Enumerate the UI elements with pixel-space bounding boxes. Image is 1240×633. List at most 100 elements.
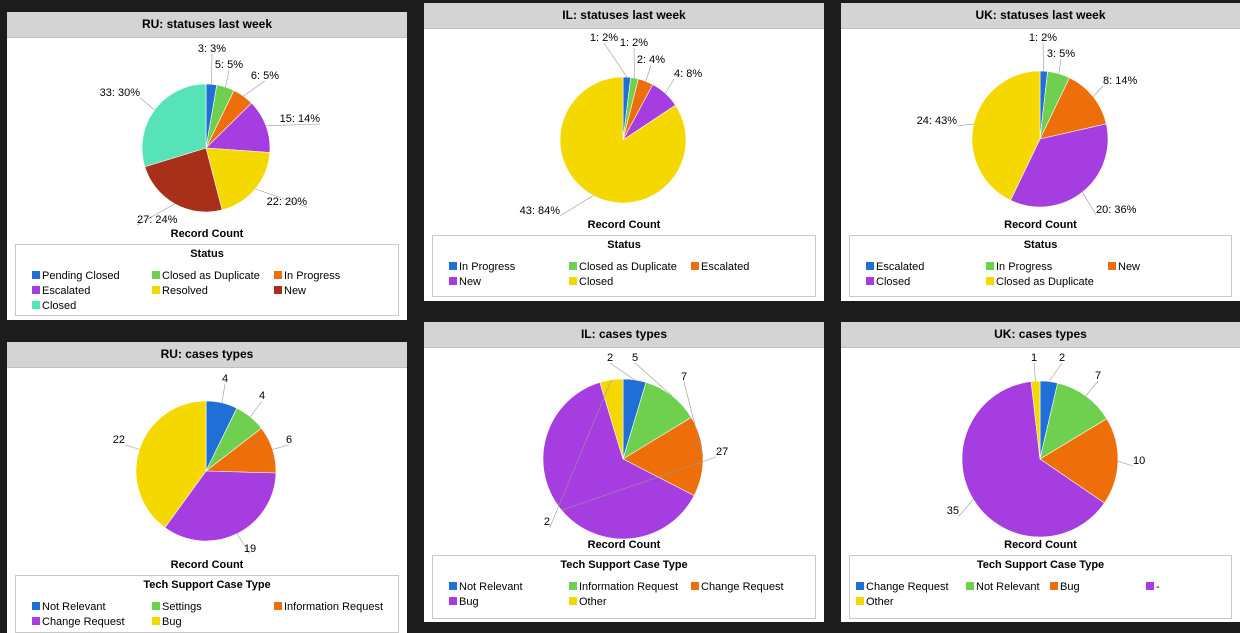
pie-slice-bug[interactable]	[1039, 418, 1119, 504]
legend-item-bug[interactable]: Bug	[152, 615, 182, 630]
legend-swatch	[856, 597, 864, 605]
legend-label: Change Request	[866, 581, 949, 593]
legend-item-dash[interactable]: -	[1146, 580, 1160, 595]
legend-item-in-progress[interactable]: In Progress	[274, 269, 340, 284]
legend-swatch	[274, 602, 282, 610]
legend-item-information-request[interactable]: Information Request	[569, 580, 678, 595]
legend-item-bug[interactable]: Bug	[449, 595, 479, 610]
pie-slice-closed[interactable]	[141, 83, 207, 168]
leader-line	[1117, 460, 1134, 467]
legend-item-in-progress[interactable]: In Progress	[986, 260, 1052, 275]
legend-label: Escalated	[701, 261, 750, 273]
leader-line	[265, 123, 321, 127]
legend-item-not-relevant[interactable]: Not Relevant	[449, 580, 523, 595]
leader-line	[1033, 362, 1036, 382]
legend-item-new[interactable]: New	[449, 275, 481, 290]
legend-item-pending-closed[interactable]: Pending Closed	[32, 269, 120, 284]
legend-swatch	[986, 262, 994, 270]
legend-swatch	[449, 262, 457, 270]
measure-label: Record Count	[587, 219, 661, 231]
legend-item-escalated[interactable]: Escalated	[691, 260, 749, 275]
legend-item-resolved[interactable]: Resolved	[152, 284, 208, 299]
slice-data-label: 2	[607, 352, 613, 364]
slice-data-label: 15: 14%	[280, 113, 321, 125]
pie-slice-new[interactable]	[144, 147, 223, 213]
legend-item-settings[interactable]: Settings	[152, 600, 202, 615]
legend-item-closed-as-duplicate[interactable]: Closed as Duplicate	[569, 260, 677, 275]
pie-slice-closed-as-duplicate[interactable]	[971, 70, 1041, 201]
legend-swatch	[569, 597, 577, 605]
pie-slice-closed[interactable]	[1010, 123, 1109, 208]
legend-label: -	[1156, 581, 1160, 593]
pie-slice-not-relevant[interactable]	[1039, 382, 1108, 460]
legend-item-other[interactable]: Other	[569, 595, 607, 610]
pie-slice-escalated[interactable]	[205, 102, 271, 153]
chart-panel-uk-types: UK: cases types 2 7 10 35 1 Record Count Tech S…	[841, 322, 1240, 622]
pie-slice-other[interactable]	[1030, 380, 1041, 460]
legend-label: Information Request	[579, 581, 679, 593]
pie-slice-bug[interactable]	[135, 400, 207, 529]
legend-item-information-request[interactable]: Information Request	[274, 600, 383, 615]
legend-swatch	[986, 277, 994, 285]
legend-item-change-request[interactable]: Change Request	[32, 615, 125, 630]
legend-item-other[interactable]: Other	[856, 595, 894, 610]
legend-item-change-request[interactable]: Change Request	[856, 580, 949, 595]
pie-slice-other[interactable]	[599, 378, 624, 460]
pie-slice-closed[interactable]	[559, 76, 687, 204]
chart-title: UK: statuses last week	[841, 3, 1240, 29]
leader-line	[221, 383, 226, 403]
legend-swatch	[691, 582, 699, 590]
legend-item-closed[interactable]: Closed	[569, 275, 613, 290]
legend-item-escalated[interactable]: Escalated	[32, 284, 90, 299]
legend-item-not-relevant[interactable]: Not Relevant	[966, 580, 1040, 595]
legend-item-not-relevant[interactable]: Not Relevant	[32, 600, 106, 615]
slice-data-label: 2	[544, 516, 550, 528]
legend-item-closed[interactable]: Closed	[32, 299, 76, 314]
legend-label: In Progress	[459, 261, 516, 273]
measure-label: Record Count	[170, 228, 244, 240]
legend-swatch	[152, 602, 160, 610]
legend-swatch	[152, 271, 160, 279]
slice-data-label: 19	[244, 543, 256, 555]
leader-line	[559, 195, 594, 217]
legend-item-change-request[interactable]: Change Request	[691, 580, 784, 595]
legend-item-new[interactable]: New	[274, 284, 306, 299]
leader-line	[645, 64, 652, 82]
legend-swatch	[866, 277, 874, 285]
legend-label: Other	[579, 596, 607, 608]
pie-slice-dash[interactable]	[961, 381, 1105, 538]
leader-line	[1058, 58, 1062, 74]
legend-swatch	[966, 582, 974, 590]
legend-item-closed-as-duplicate[interactable]: Closed as Duplicate	[152, 269, 260, 284]
legend: Status Escalated In Progress New Closed Close…	[849, 235, 1232, 297]
leader-line	[1085, 380, 1099, 397]
slice-data-label: 8: 14%	[1103, 75, 1137, 87]
legend-swatch	[1108, 262, 1116, 270]
legend-swatch	[152, 617, 160, 625]
pie-slice-new[interactable]	[1039, 77, 1107, 140]
leader-line	[665, 78, 675, 94]
slice-data-label: 7	[1095, 370, 1101, 382]
leader-line	[255, 188, 308, 208]
slice-data-label: 24: 43%	[917, 115, 958, 127]
chart-panel-ru-types: RU: cases types 4 4 6 19 22 Record Count Tech S…	[7, 342, 407, 633]
legend-swatch	[569, 277, 577, 285]
legend-label: New	[459, 276, 482, 288]
legend-item-in-progress[interactable]: In Progress	[449, 260, 515, 275]
legend-label: Bug	[1060, 581, 1080, 593]
legend-item-closed[interactable]: Closed	[866, 275, 910, 290]
legend-item-escalated[interactable]: Escalated	[866, 260, 924, 275]
slice-data-label: 10	[1133, 455, 1145, 467]
pie-chart: 1: 2% 1: 2% 2: 4% 4: 8% 43: 84%	[520, 32, 703, 217]
slice-data-label: 1: 2%	[620, 37, 648, 49]
legend-item-bug[interactable]: Bug	[1050, 580, 1080, 595]
leader-line	[250, 400, 263, 417]
slice-data-label: 7	[681, 371, 687, 383]
legend-item-closed-as-duplicate[interactable]: Closed as Duplicate	[986, 275, 1094, 290]
legend-label: Not Relevant	[42, 601, 106, 613]
chart-title: RU: cases types	[7, 342, 407, 368]
leader-line	[561, 456, 717, 511]
legend-swatch	[32, 301, 40, 309]
legend-item-new[interactable]: New	[1108, 260, 1140, 275]
slice-data-label: 2: 4%	[637, 54, 665, 66]
